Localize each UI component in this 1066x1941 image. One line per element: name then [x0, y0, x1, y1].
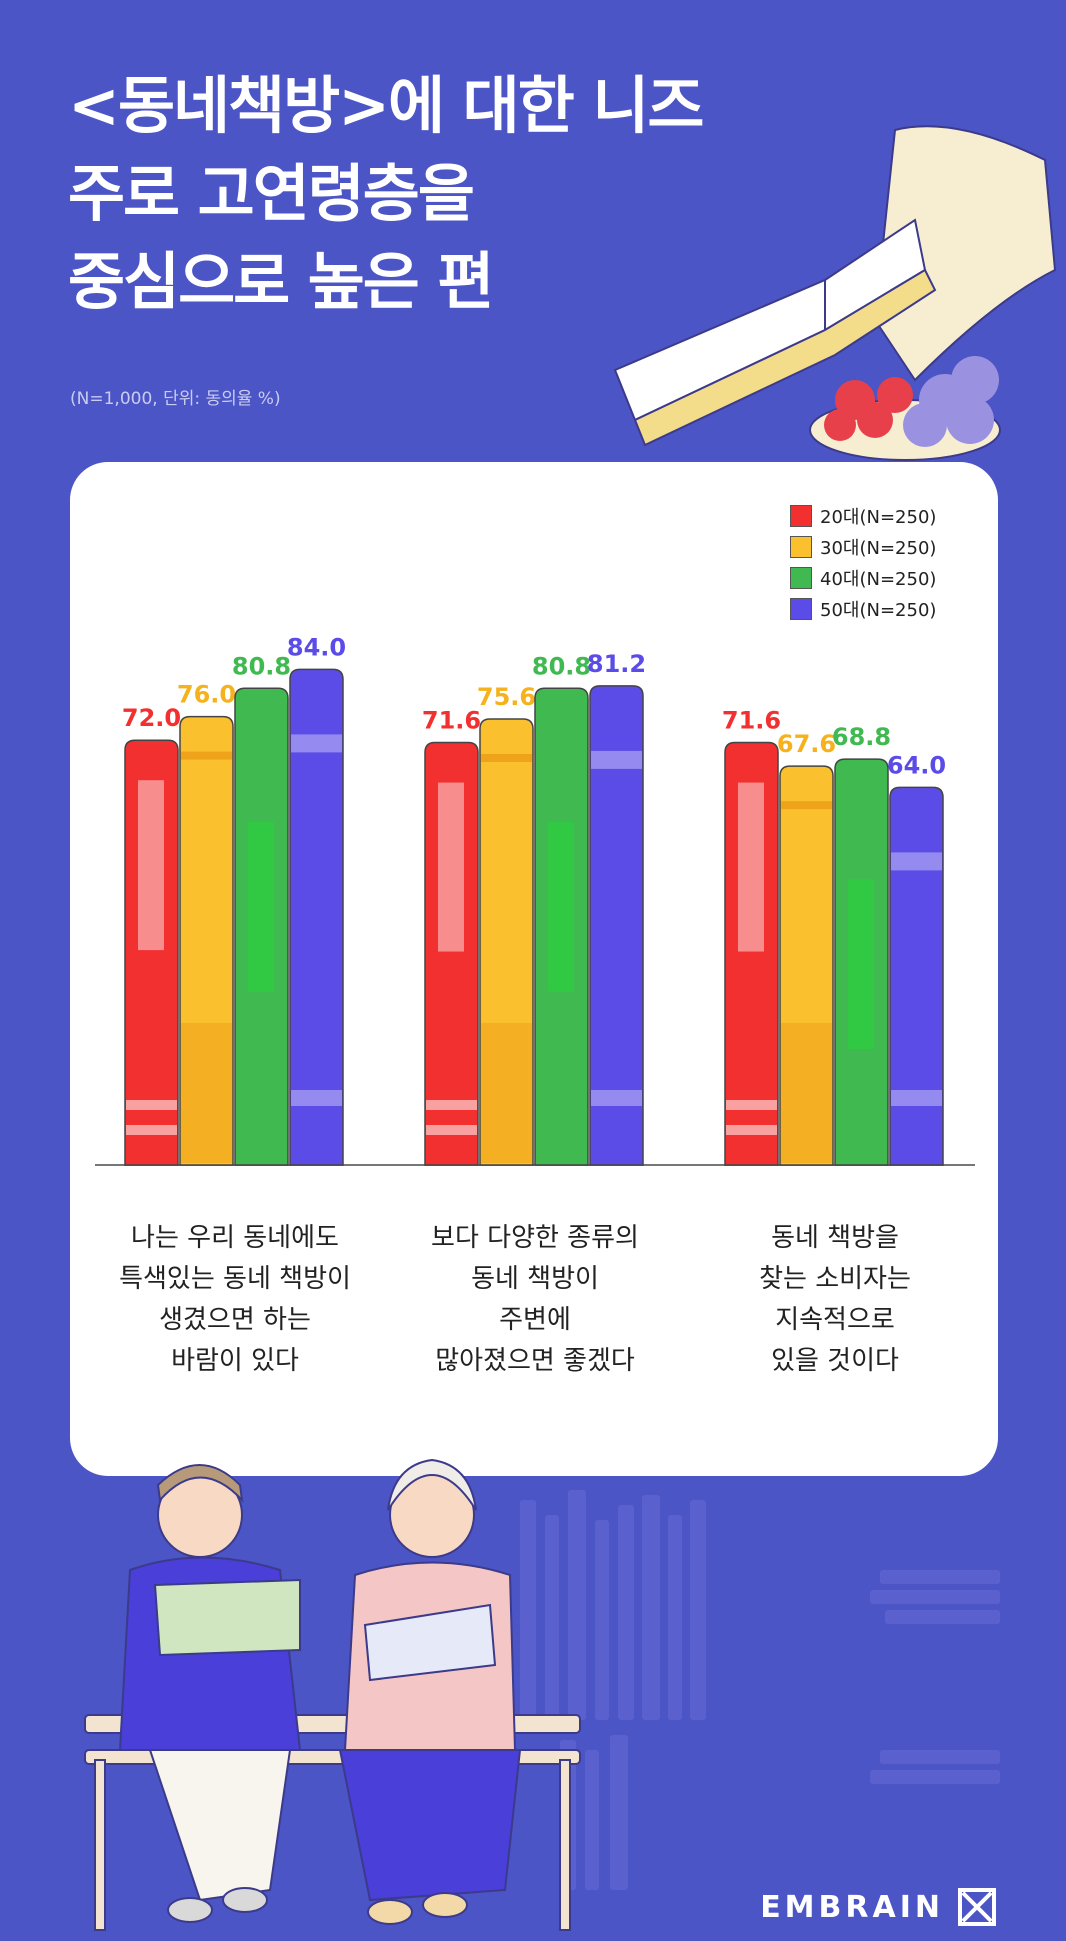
chart-legend: 20대(N=250) 30대(N=250) 40대(N=250) 50대(N=2… [790, 500, 936, 624]
category-label-1: 나는 우리 동네에도 특색있는 동네 책방이 생겼으면 하는 바람이 있다 [85, 1218, 385, 1382]
value-label-50s-category-1: 84.0 [287, 633, 346, 661]
bar-20s-category-3 [724, 741, 779, 1166]
legend-item-40s: 40대(N=250) [790, 562, 936, 593]
bar-40s-category-1 [234, 687, 289, 1166]
bar-20s-category-2 [424, 741, 479, 1166]
legend-item-20s: 20대(N=250) [790, 500, 936, 531]
category-3-line-2: 찾는 소비자는 [759, 1264, 911, 1294]
books-illustration [613, 125, 1057, 461]
category-1-line-4: 바람이 있다 [171, 1346, 299, 1376]
category-3-line-3: 지속적으로 [775, 1305, 895, 1335]
legend-swatch-20s [790, 504, 812, 527]
category-3-line-4: 있을 것이다 [771, 1346, 899, 1376]
bar-40s-category-2 [534, 687, 589, 1166]
category-label-3: 동네 책방을 찾는 소비자는 지속적으로 있을 것이다 [685, 1218, 985, 1382]
value-label-40s-category-2: 80.8 [532, 652, 591, 680]
brand-mark-icon [958, 1888, 996, 1926]
title-line-2: 주로 고연령층을 [68, 157, 475, 230]
value-label-20s-category-1: 72.0 [122, 704, 181, 732]
value-label-30s-category-3: 67.6 [777, 730, 836, 758]
brand-logo: EMBRAIN [760, 1888, 996, 1926]
category-1-line-1: 나는 우리 동네에도 [131, 1223, 339, 1253]
category-1-line-2: 특색있는 동네 책방이 [119, 1264, 351, 1294]
value-label-50s-category-3: 64.0 [887, 751, 946, 779]
bar-30s-category-2 [479, 718, 534, 1166]
category-2-line-3: 주변에 [499, 1305, 571, 1335]
value-label-30s-category-1: 76.0 [177, 681, 236, 709]
bar-20s-category-1 [124, 739, 179, 1166]
category-2-line-4: 많아졌으면 좋겠다 [435, 1346, 635, 1376]
value-label-50s-category-2: 81.2 [587, 650, 646, 678]
brand-name: EMBRAIN [760, 1889, 944, 1925]
legend-item-50s: 50대(N=250) [790, 593, 936, 624]
title-line-1: <동네책방>에 대한 니즈 [68, 69, 704, 142]
page-title: <동네책방>에 대한 니즈 주로 고연령층을 중심으로 높은 편 [68, 62, 704, 326]
legend-label-30s: 30대(N=250) [820, 537, 937, 559]
reading-couple-illustration [84, 1458, 1000, 1931]
legend-swatch-30s [790, 535, 812, 558]
title-line-3: 중심으로 높은 편 [68, 245, 494, 318]
category-2-line-2: 동네 책방이 [471, 1264, 599, 1294]
legend-label-40s: 40대(N=250) [820, 568, 937, 590]
bar-50s-category-3 [889, 786, 944, 1166]
value-label-30s-category-2: 75.6 [477, 683, 536, 711]
bar-50s-category-2 [589, 685, 644, 1166]
category-2-line-1: 보다 다양한 종류의 [431, 1223, 639, 1253]
bar-40s-category-3 [834, 758, 889, 1166]
legend-label-20s: 20대(N=250) [820, 506, 937, 528]
legend-item-30s: 30대(N=250) [790, 531, 936, 562]
bar-50s-category-1 [289, 668, 344, 1166]
value-label-20s-category-2: 71.6 [422, 707, 481, 735]
legend-swatch-40s [790, 566, 812, 589]
sample-note: (N=1,000, 단위: 동의율 %) [70, 389, 281, 409]
category-3-line-1: 동네 책방을 [771, 1223, 899, 1253]
value-label-40s-category-3: 68.8 [832, 723, 891, 751]
legend-swatch-50s [790, 597, 812, 620]
value-label-40s-category-1: 80.8 [232, 652, 291, 680]
category-label-2: 보다 다양한 종류의 동네 책방이 주변에 많아졌으면 좋겠다 [385, 1218, 685, 1382]
bar-30s-category-1 [179, 715, 234, 1166]
bar-30s-category-3 [779, 765, 834, 1166]
category-1-line-3: 생겼으면 하는 [159, 1305, 311, 1335]
value-label-20s-category-3: 71.6 [722, 707, 781, 735]
legend-label-50s: 50대(N=250) [820, 599, 937, 621]
